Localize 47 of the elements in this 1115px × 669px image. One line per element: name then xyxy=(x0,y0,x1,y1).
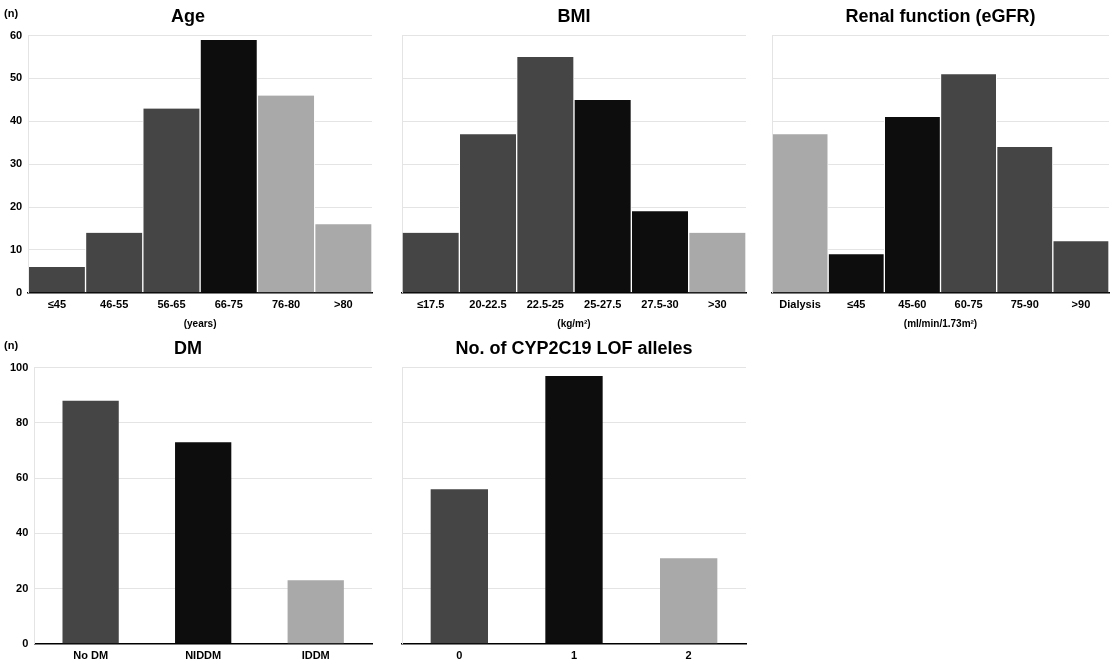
y-tick-label: 0 xyxy=(16,285,23,298)
x-tick-label: >90 xyxy=(1071,298,1091,311)
x-tick-label: IDDM xyxy=(301,649,330,662)
y-tick-label: 80 xyxy=(16,415,29,428)
y-axis-title: (n) xyxy=(4,339,19,352)
x-tick-label: 2 xyxy=(685,649,692,662)
x-tick-label: ≤17.5 xyxy=(416,298,445,311)
x-tick-label: >30 xyxy=(708,298,727,311)
x-tick-label: 76-80 xyxy=(271,298,301,311)
chart-title: Age xyxy=(170,5,206,26)
x-tick-label: ≤45 xyxy=(847,298,866,311)
chart-title: DM xyxy=(174,337,202,358)
y-tick-label: 50 xyxy=(9,71,23,84)
x-axis-title: (years) xyxy=(183,317,217,329)
x-tick-label: 46-55 xyxy=(100,298,129,311)
y-axis-title: (n) xyxy=(4,7,19,20)
x-axis-title: (ml/min/1.73m²) xyxy=(903,317,978,329)
y-tick-label: 60 xyxy=(9,28,23,41)
x-tick-label: 1 xyxy=(570,649,578,662)
x-tick-label: 75-90 xyxy=(1010,298,1039,311)
x-tick-label: 66-75 xyxy=(214,298,243,311)
chart-title: BMI xyxy=(557,5,591,26)
x-tick-label: 27.5-30 xyxy=(641,298,679,311)
x-tick-label: 25-27.5 xyxy=(584,298,622,311)
chart-title: No. of CYP2C19 LOF alleles xyxy=(455,337,693,358)
y-tick-label: 60 xyxy=(16,471,29,484)
x-tick-label: >80 xyxy=(334,298,353,311)
x-axis-title: (kg/m²) xyxy=(557,317,591,329)
y-tick-label: 10 xyxy=(9,242,23,255)
y-tick-label: 30 xyxy=(9,157,23,170)
y-tick-label: 20 xyxy=(16,581,29,594)
x-tick-label: 20-22.5 xyxy=(469,298,507,311)
x-tick-label: ≤45 xyxy=(47,298,67,311)
x-tick-label: 0 xyxy=(456,649,463,662)
x-tick-label: No DM xyxy=(73,649,109,662)
x-tick-label: 60-75 xyxy=(954,298,983,311)
x-tick-label: 22.5-25 xyxy=(526,298,564,311)
y-tick-label: 0 xyxy=(22,636,29,649)
x-tick-label: 56-65 xyxy=(157,298,186,311)
y-tick-label: 20 xyxy=(9,200,23,213)
x-tick-label: Dialysis xyxy=(779,298,821,311)
y-tick-label: 40 xyxy=(9,114,23,127)
y-tick-label: 40 xyxy=(16,526,29,539)
chart-title: Renal function (eGFR) xyxy=(845,5,1036,26)
x-tick-label: 45-60 xyxy=(898,298,927,311)
y-tick-label: 100 xyxy=(9,360,29,373)
x-tick-label: NIDDM xyxy=(185,649,222,662)
